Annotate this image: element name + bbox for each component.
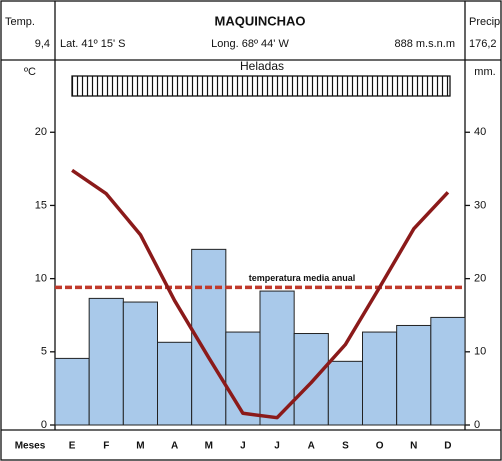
x-tick-label: O: [376, 441, 384, 452]
y2-tick-label: 30: [474, 199, 486, 211]
annual-precip: 176,2: [469, 38, 497, 50]
precip-bar: [396, 324, 432, 426]
altitude: 888 m.s.n.m: [394, 38, 455, 50]
precip-bar: [88, 297, 124, 426]
x-tick-label: J: [274, 441, 280, 452]
precip-bar: [327, 360, 364, 426]
y2-tick-label: 40: [474, 126, 486, 138]
x-tick-label: A: [171, 441, 178, 452]
annual-mean-label: temperatura media anual: [249, 273, 356, 283]
x-tick-label: N: [410, 441, 417, 452]
y2-tick-label: 20: [474, 273, 486, 285]
x-tick-label: E: [69, 441, 76, 452]
annual-mean-temp: 9,4: [35, 38, 50, 50]
x-tick-label: A: [308, 441, 315, 452]
y-tick-label: 5: [41, 346, 47, 358]
precip-bar: [293, 333, 329, 426]
x-tick-label: M: [136, 441, 144, 452]
precip-bar: [157, 341, 193, 426]
precip-bar: [430, 316, 466, 426]
frost-label: Heladas: [240, 59, 284, 73]
station-name: MAQUINCHAO: [215, 13, 306, 28]
month-label: Meses: [15, 441, 46, 452]
precip-label: Precip: [469, 16, 500, 28]
x-tick-label: F: [103, 441, 109, 452]
precip-bar: [54, 357, 90, 426]
longitude: Long. 68º 44' W: [211, 38, 289, 50]
latitude: Lat. 41º 15' S: [60, 38, 125, 50]
y-unit: ºC: [24, 66, 36, 78]
temp-label: Temp.: [5, 16, 35, 28]
precip-bar: [362, 331, 398, 426]
x-tick-label: D: [444, 441, 451, 452]
precip-bar: [259, 290, 295, 426]
x-tick-label: S: [342, 441, 349, 452]
y-tick-label: 20: [35, 126, 47, 138]
y-tick-label: 15: [35, 199, 47, 211]
frost-bar: [71, 75, 451, 97]
x-tick-label: J: [240, 441, 246, 452]
y2-tick-label: 0: [474, 419, 480, 431]
y2-tick-label: 10: [474, 346, 486, 358]
y2-unit: mm.: [474, 66, 495, 78]
temp-line: [71, 168, 450, 420]
precip-bar: [122, 301, 159, 426]
x-tick-label: M: [205, 441, 213, 452]
y-tick-label: 0: [41, 419, 47, 431]
y-tick-label: 10: [35, 273, 47, 285]
